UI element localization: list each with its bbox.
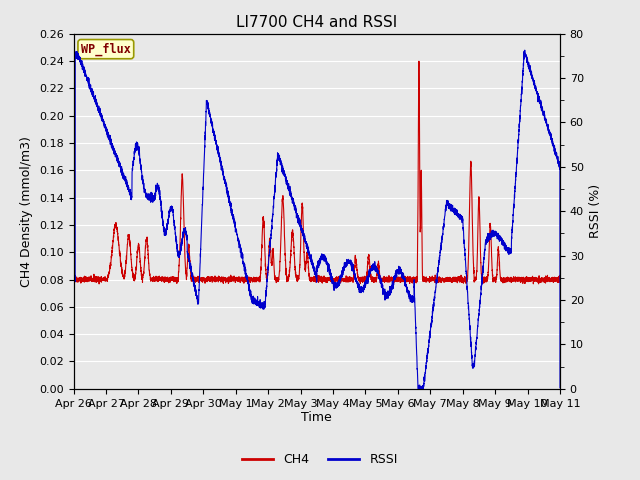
Title: LI7700 CH4 and RSSI: LI7700 CH4 and RSSI [236,15,397,30]
Y-axis label: CH4 Density (mmol/m3): CH4 Density (mmol/m3) [20,136,33,287]
X-axis label: Time: Time [301,411,332,424]
Legend: CH4, RSSI: CH4, RSSI [237,448,403,471]
Text: WP_flux: WP_flux [81,42,131,56]
Y-axis label: RSSI (%): RSSI (%) [589,184,602,238]
